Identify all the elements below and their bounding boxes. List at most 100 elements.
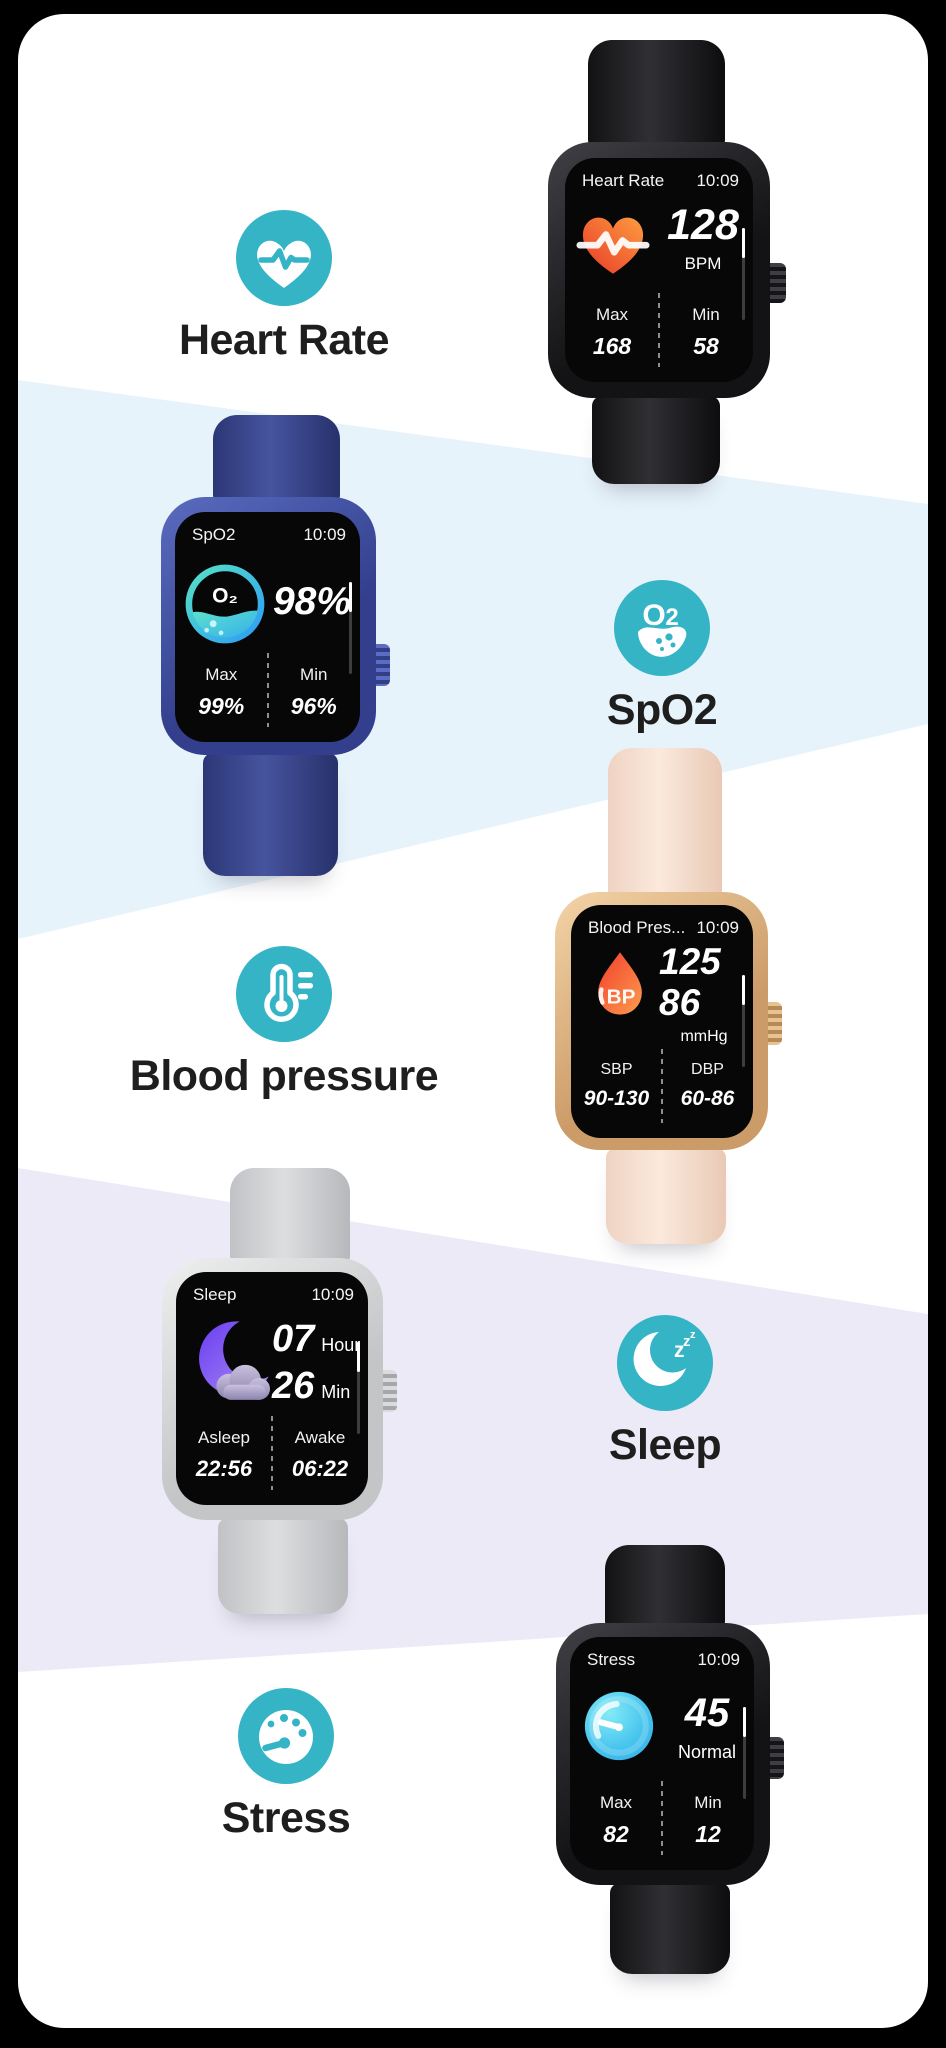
feature-blood-pressure: Blood pressure xyxy=(78,946,490,1100)
screen-title: Stress xyxy=(587,1650,636,1669)
reading-value-block: 128 BPM xyxy=(659,204,747,274)
watch-strap-top xyxy=(605,1545,725,1631)
scrollbar-thumb xyxy=(349,582,352,612)
oxygen-icon: O 2 xyxy=(614,580,710,676)
screen-header: Heart Rate 10:09 xyxy=(582,171,739,191)
screen-time: 10:09 xyxy=(697,1650,740,1669)
product-card: Heart Rate O 2 SpO2 xyxy=(18,14,928,2028)
screen-time: 10:09 xyxy=(303,525,346,544)
feature-label: SpO2 xyxy=(606,686,718,734)
screen-title: Heart Rate xyxy=(582,171,665,190)
heart-rate-value: 128 xyxy=(667,201,739,249)
watch-screen-heart-rate: Heart Rate 10:09 128 BPM Max 1 xyxy=(565,158,753,382)
svg-text:z: z xyxy=(690,1329,696,1341)
diastolic-value: 86 xyxy=(659,982,701,1023)
sbp-dbp-row: SBP 90-130 DBP 60-86 xyxy=(571,1049,753,1125)
max-column: Max 82 xyxy=(599,1793,633,1847)
scrollbar-track xyxy=(742,975,745,1067)
scrollbar-track xyxy=(742,228,745,320)
svg-text:z: z xyxy=(674,1339,685,1362)
feature-label: Heart Rate xyxy=(178,316,390,364)
moon-cloud-icon xyxy=(182,1316,270,1404)
screen-title: Sleep xyxy=(193,1285,237,1304)
feature-label: Sleep xyxy=(608,1421,722,1469)
scrollbar-track xyxy=(349,582,352,674)
systolic-value: 125 xyxy=(659,941,721,982)
smartwatch-blood-pressure: Blood Pres... 10:09 BP 125 86 mmHg xyxy=(555,748,796,1244)
stress-dial-icon xyxy=(580,1687,658,1765)
watch-screen-spo2: SpO2 10:09 O₂ xyxy=(175,512,360,742)
watch-strap-top xyxy=(608,748,722,900)
hours-row: 07 Hour xyxy=(272,1318,361,1360)
screen-header: Stress 10:09 xyxy=(587,1650,740,1670)
smartwatch-heart-rate: Heart Rate 10:09 128 BPM Max 1 xyxy=(548,40,810,484)
svg-text:O₂: O₂ xyxy=(212,585,238,608)
min-column: Min 58 xyxy=(692,305,720,359)
asleep-awake-row: Asleep 22:56 Awake 06:22 xyxy=(176,1416,368,1492)
stress-gauge-icon xyxy=(238,1688,334,1784)
feature-stress: Stress xyxy=(80,1688,492,1842)
feature-sleep: z z z Sleep xyxy=(459,1315,871,1469)
watch-strap-bottom xyxy=(203,753,338,876)
smartwatch-sleep: Sleep 10:09 xyxy=(162,1168,408,1614)
moon-zzz-icon: z z z xyxy=(617,1315,713,1411)
screen-title: SpO2 xyxy=(192,525,236,544)
smartwatch-spo2: SpO2 10:09 O₂ xyxy=(161,415,407,876)
stress-value: 45 xyxy=(684,1691,730,1735)
min-column: Min 96% xyxy=(290,665,337,719)
sleep-minutes: 26 xyxy=(272,1365,315,1407)
min-max-row: Max 82 Min 12 xyxy=(570,1781,754,1857)
scrollbar-thumb xyxy=(357,1342,360,1372)
min-max-row: Max 168 Min 58 xyxy=(565,293,753,369)
scrollbar-track xyxy=(357,1342,360,1434)
bp-drop-icon: BP xyxy=(585,949,655,1019)
min-max-row: Max 99% Min 96% xyxy=(175,653,360,729)
screen-time: 10:09 xyxy=(311,1285,354,1304)
sleep-hours: 07 xyxy=(272,1318,315,1360)
dashed-divider xyxy=(658,293,660,367)
spo2-value: 98% xyxy=(272,580,352,623)
smartwatch-stress: Stress 10:09 45 Normal xyxy=(556,1545,797,1974)
watch-strap-top xyxy=(213,415,340,505)
svg-text:BP: BP xyxy=(607,986,636,1009)
svg-text:O: O xyxy=(642,599,665,632)
stress-status: Normal xyxy=(677,1742,736,1762)
watch-screen-sleep: Sleep 10:09 xyxy=(176,1272,368,1505)
min-column: Min 12 xyxy=(694,1793,722,1847)
minutes-row: 26 Min xyxy=(272,1365,351,1407)
watch-strap-top xyxy=(230,1168,350,1266)
heart-rate-unit: BPM xyxy=(684,254,722,273)
svg-text:z: z xyxy=(683,1333,691,1350)
feature-label: Stress xyxy=(221,1794,351,1842)
watch-strap-bottom xyxy=(218,1518,348,1614)
bp-unit: mmHg xyxy=(680,1028,728,1045)
o2-bubble-icon: O₂ xyxy=(183,562,267,646)
watch-strap-bottom xyxy=(606,1148,726,1244)
sbp-column: SBP 90-130 xyxy=(583,1061,650,1110)
reading-value-block: 125 86 mmHg xyxy=(659,943,749,1046)
scrollbar-thumb xyxy=(742,228,745,258)
reading-value-block: 07 Hour 26 Min xyxy=(272,1320,366,1405)
feature-spo2: O 2 SpO2 xyxy=(456,580,868,734)
watch-strap-bottom xyxy=(610,1883,730,1974)
svg-text:2: 2 xyxy=(665,604,678,631)
reading-value-block: 45 Normal xyxy=(666,1693,748,1763)
feature-heart-rate: Heart Rate xyxy=(78,210,490,364)
heart-pulse-icon xyxy=(236,210,332,306)
dbp-column: DBP 60-86 xyxy=(680,1061,735,1110)
dashed-divider xyxy=(661,1781,663,1855)
scrollbar-thumb xyxy=(742,975,745,1005)
awake-column: Awake 06:22 xyxy=(291,1428,349,1481)
reading-value-block: 98% xyxy=(267,582,357,621)
watch-screen-blood-pressure: Blood Pres... 10:09 BP 125 86 mmHg xyxy=(571,905,753,1138)
screen-title: Blood Pres... xyxy=(588,918,686,937)
screen-header: SpO2 10:09 xyxy=(192,525,346,545)
asleep-column: Asleep 22:56 xyxy=(195,1428,253,1481)
watch-strap-bottom xyxy=(592,396,720,484)
watch-strap-top xyxy=(588,40,725,150)
scrollbar-thumb xyxy=(743,1707,746,1737)
screen-time: 10:09 xyxy=(696,918,739,937)
scrollbar-track xyxy=(743,1707,746,1799)
max-column: Max 99% xyxy=(198,665,245,719)
feature-label: Blood pressure xyxy=(129,1052,439,1100)
